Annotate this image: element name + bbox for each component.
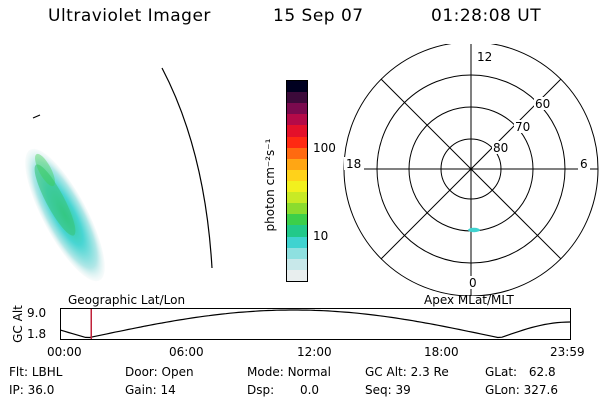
earth-limb-line xyxy=(161,67,213,269)
colorbar-segment xyxy=(287,181,307,193)
timeline-ytick-low: 1.8 xyxy=(27,327,47,341)
colorbar-segment xyxy=(287,125,307,137)
info-filter-label: Flt: xyxy=(9,365,28,379)
info-mode: Mode: Normal xyxy=(247,365,331,379)
colorbar-segment xyxy=(287,92,307,104)
geographic-image-panel xyxy=(25,67,213,282)
info-door: Door: Open xyxy=(125,365,194,379)
time-label: 01:28:08 UT xyxy=(431,6,542,26)
info-glat-label: GLat: xyxy=(485,365,518,379)
polar-lat-70: 70 xyxy=(515,120,530,134)
colorbar-segment xyxy=(287,236,307,248)
polar-plot: 12 18 6 0 60 70 80 xyxy=(343,44,599,296)
time-tick-0000: 00:00 xyxy=(47,345,82,359)
colorbar-segment xyxy=(287,258,307,270)
polar-label-18: 18 xyxy=(346,157,361,171)
colorbar-segment xyxy=(287,247,307,259)
date-label: 15 Sep 07 xyxy=(273,6,364,26)
polar-label-6: 6 xyxy=(580,157,588,171)
info-glat-value: 62.8 xyxy=(528,365,556,379)
info-gain-label: Gain: xyxy=(125,383,157,397)
info-door-value: Open xyxy=(161,365,194,379)
polar-emission-spot xyxy=(468,227,480,233)
info-mode-value: Normal xyxy=(287,365,331,379)
info-filter: Flt: LBHL xyxy=(9,365,62,379)
info-gain: Gain: 14 xyxy=(125,383,176,397)
colorbar-segment xyxy=(287,136,307,148)
info-door-label: Door: xyxy=(125,365,158,379)
instrument-title: Ultraviolet Imager xyxy=(48,6,211,26)
polar-lat-60: 60 xyxy=(535,97,550,111)
timeline-right-caption: Apex MLat/MLT xyxy=(424,293,514,307)
time-tick-1800: 18:00 xyxy=(424,345,459,359)
info-gc-alt-label: GC Alt: xyxy=(365,365,407,379)
altitude-curve xyxy=(60,309,571,339)
colorbar-segment xyxy=(287,103,307,115)
info-ip: IP: 36.0 xyxy=(9,383,54,397)
colorbar-segment xyxy=(287,203,307,215)
info-glon-label: GLon: xyxy=(485,383,520,397)
colorbar-segment xyxy=(287,81,307,93)
colorbar-segment xyxy=(287,214,307,226)
colorbar-tick-100: 100 xyxy=(313,141,336,155)
time-tick-0600: 06:00 xyxy=(169,345,204,359)
info-seq-value: 39 xyxy=(395,383,411,397)
polar-label-0: 0 xyxy=(469,276,477,290)
info-dsp: Dsp: 0.0 xyxy=(247,383,319,397)
colorbar-segment xyxy=(287,169,307,182)
info-ip-value: 36.0 xyxy=(27,383,55,397)
info-seq: Seq: 39 xyxy=(365,383,411,397)
time-tick-1200: 12:00 xyxy=(297,345,332,359)
limb-fragment xyxy=(32,114,41,119)
timeline-y-axis-label: GC Alt xyxy=(11,305,25,343)
polar-diagonal-2 xyxy=(380,78,562,260)
colorbar-unit-label: photon cm⁻²s⁻¹ xyxy=(263,138,277,232)
info-mode-label: Mode: xyxy=(247,365,284,379)
info-dsp-label: Dsp: xyxy=(247,383,275,397)
polar-label-12: 12 xyxy=(477,50,492,64)
colorbar-segment xyxy=(287,269,307,281)
timeline-frame xyxy=(60,308,571,340)
timeline-left-caption: Geographic Lat/Lon xyxy=(68,293,186,307)
info-glon-value: 327.6 xyxy=(523,383,558,397)
info-gc-alt: GC Alt: 2.3 Re xyxy=(365,365,449,379)
info-seq-label: Seq: xyxy=(365,383,392,397)
info-ip-label: IP: xyxy=(9,383,24,397)
time-tick-2359: 23:59 xyxy=(550,345,585,359)
colorbar-tick-10: 10 xyxy=(313,229,329,243)
info-glon: GLon: 327.6 xyxy=(485,383,558,397)
timeline-plot xyxy=(60,308,571,340)
polar-lat-80: 80 xyxy=(493,141,508,155)
info-gc-alt-value: 2.3 Re xyxy=(410,365,449,379)
colorbar-segment xyxy=(287,225,307,237)
auroral-emission-region xyxy=(25,148,105,282)
colorbar-segment xyxy=(287,158,307,170)
colorbar-segment xyxy=(287,192,307,204)
info-filter-value: LBHL xyxy=(31,365,63,379)
colorbar xyxy=(286,80,308,282)
info-glat: GLat: 62.8 xyxy=(485,365,556,379)
info-gain-value: 14 xyxy=(160,383,176,397)
colorbar-segment xyxy=(287,147,307,159)
timeline-ytick-high: 9.0 xyxy=(27,306,47,320)
info-dsp-value: 0.0 xyxy=(299,383,320,397)
colorbar-segment xyxy=(287,114,307,126)
